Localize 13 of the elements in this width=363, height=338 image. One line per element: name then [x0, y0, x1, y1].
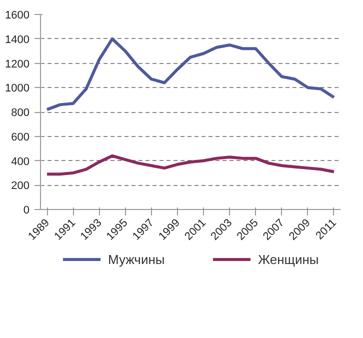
- y-tick-label: 600: [11, 131, 30, 144]
- y-tick-label: 1600: [5, 10, 30, 22]
- y-tick-label: 1400: [5, 34, 30, 46]
- legend-label: Мужчины: [108, 252, 165, 267]
- legend-label: Женщины: [258, 252, 319, 267]
- y-tick-label: 1000: [5, 82, 30, 95]
- y-tick-label: 1200: [5, 58, 30, 70]
- y-tick-label: 800: [11, 107, 30, 119]
- y-tick-label: 0: [23, 204, 30, 216]
- y-tick-label: 200: [11, 180, 30, 192]
- line-series: [46, 154, 336, 176]
- y-tick-label: 400: [11, 156, 30, 168]
- line-series: [46, 37, 336, 112]
